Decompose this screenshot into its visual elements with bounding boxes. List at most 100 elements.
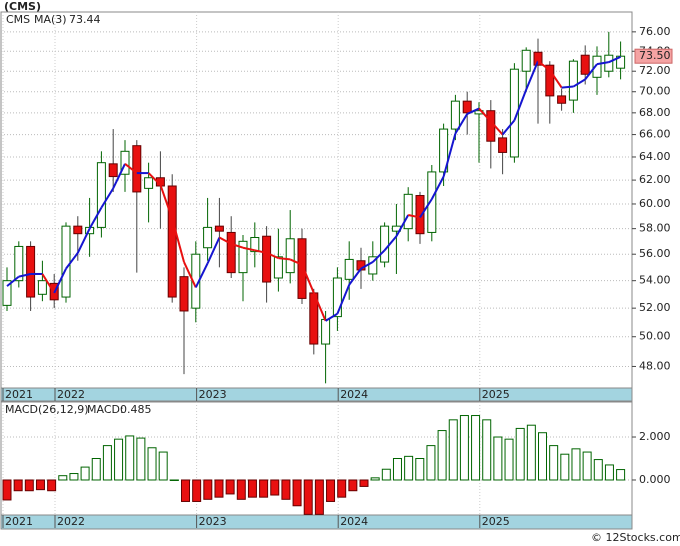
macd-bar bbox=[370, 477, 380, 481]
ma-segment bbox=[572, 78, 586, 88]
price-tag-label: 73.50 bbox=[639, 49, 671, 62]
ma-segment bbox=[194, 262, 209, 288]
candle-body bbox=[73, 225, 83, 235]
x-tick-label: 2025 bbox=[482, 388, 510, 401]
macd-bar bbox=[593, 459, 603, 481]
candle-body bbox=[273, 256, 283, 279]
ma-segment bbox=[395, 214, 410, 237]
macd-bar bbox=[582, 451, 592, 481]
ma-segment bbox=[608, 55, 622, 64]
macd-bar bbox=[538, 432, 548, 481]
macd-bar bbox=[415, 458, 425, 481]
ma-segment bbox=[65, 252, 79, 270]
macd-bar bbox=[404, 455, 414, 481]
macd-bar bbox=[169, 479, 179, 481]
ma-segment bbox=[289, 258, 303, 266]
candle-body bbox=[14, 245, 24, 282]
macd-bar bbox=[314, 479, 324, 515]
macd-bar bbox=[203, 479, 213, 500]
candle-body bbox=[332, 277, 342, 318]
macd-bar bbox=[493, 436, 503, 481]
candle-body bbox=[37, 280, 47, 295]
candle-body bbox=[509, 68, 519, 158]
date-band bbox=[0, 387, 633, 402]
macd-bar bbox=[560, 453, 570, 481]
ma-segment bbox=[513, 89, 528, 121]
ma-segment bbox=[383, 235, 398, 251]
ma-segment bbox=[100, 187, 115, 209]
candle-body bbox=[250, 236, 260, 253]
ma-segment bbox=[442, 133, 457, 177]
ma-segment bbox=[254, 249, 267, 254]
candle-body bbox=[344, 258, 354, 280]
x-tick-label: 2023 bbox=[199, 515, 227, 528]
ma-segment bbox=[242, 246, 256, 252]
candle-body bbox=[226, 231, 236, 274]
macd-bar bbox=[225, 479, 235, 495]
ma-segment bbox=[501, 119, 516, 136]
macd-bar bbox=[616, 469, 626, 481]
macd-bar bbox=[471, 415, 481, 481]
ma-segment bbox=[336, 284, 351, 315]
macd-bar bbox=[35, 479, 45, 491]
y-tick-label: 50.00 bbox=[639, 330, 671, 343]
y-tick-label: 76.00 bbox=[639, 25, 671, 38]
candle-body bbox=[545, 64, 555, 97]
legend-symbol: CMS bbox=[6, 13, 30, 26]
y-tick-label: 48.00 bbox=[639, 359, 671, 372]
macd-bar bbox=[80, 466, 90, 481]
x-tick-label: 2022 bbox=[57, 515, 85, 528]
ma-segment bbox=[18, 272, 31, 278]
macd-bar bbox=[482, 419, 492, 481]
ma-segment bbox=[183, 261, 197, 288]
y-tick-label: 58.00 bbox=[639, 222, 671, 235]
candle-body bbox=[203, 226, 213, 249]
ma-segment bbox=[325, 312, 338, 322]
ma-segment bbox=[419, 198, 433, 218]
x-tick-label: 2025 bbox=[482, 515, 510, 528]
candle-body bbox=[2, 280, 12, 306]
macd-bar bbox=[270, 479, 280, 496]
macd-bar bbox=[181, 479, 191, 502]
macd-bar bbox=[58, 475, 68, 481]
ma-segment bbox=[206, 237, 221, 264]
macd-value-name: MACD: bbox=[87, 403, 124, 416]
ma-segment bbox=[6, 275, 20, 287]
candle-body bbox=[144, 177, 154, 189]
ma-segment bbox=[88, 207, 103, 230]
candle-body bbox=[179, 276, 189, 312]
macd-bar bbox=[2, 479, 12, 501]
date-band bbox=[0, 514, 633, 530]
candle-body bbox=[238, 240, 248, 274]
macd-bar bbox=[292, 479, 302, 507]
macd-bar bbox=[24, 479, 34, 492]
ma-segment bbox=[312, 292, 327, 322]
ma-segment bbox=[301, 264, 315, 294]
macd-bar bbox=[125, 435, 135, 481]
ma-segment bbox=[41, 273, 56, 294]
chart-title: (CMS) bbox=[4, 0, 41, 13]
candle-body bbox=[439, 128, 449, 173]
candle-body bbox=[61, 225, 71, 298]
macd-bar bbox=[47, 479, 57, 492]
x-tick-label: 2024 bbox=[340, 515, 368, 528]
y-tick-label: 52.00 bbox=[639, 301, 671, 314]
macd-bar bbox=[303, 479, 313, 515]
macd-bar bbox=[192, 479, 202, 502]
ma-segment bbox=[490, 120, 504, 136]
macd-bar bbox=[158, 451, 168, 481]
ma-segment bbox=[147, 172, 162, 186]
ma-segment bbox=[124, 163, 138, 174]
ma-segment bbox=[76, 228, 91, 254]
candle-body bbox=[403, 193, 413, 230]
macd-bar bbox=[381, 468, 391, 481]
candle-body bbox=[568, 60, 578, 101]
candle-body bbox=[557, 95, 567, 104]
candle-body bbox=[462, 100, 472, 114]
ma-segment bbox=[561, 85, 574, 89]
ma-segment bbox=[360, 261, 374, 270]
macd-bar bbox=[392, 458, 402, 481]
candle-body bbox=[450, 100, 460, 130]
macd-bar bbox=[426, 445, 436, 481]
candle-body bbox=[321, 318, 331, 345]
